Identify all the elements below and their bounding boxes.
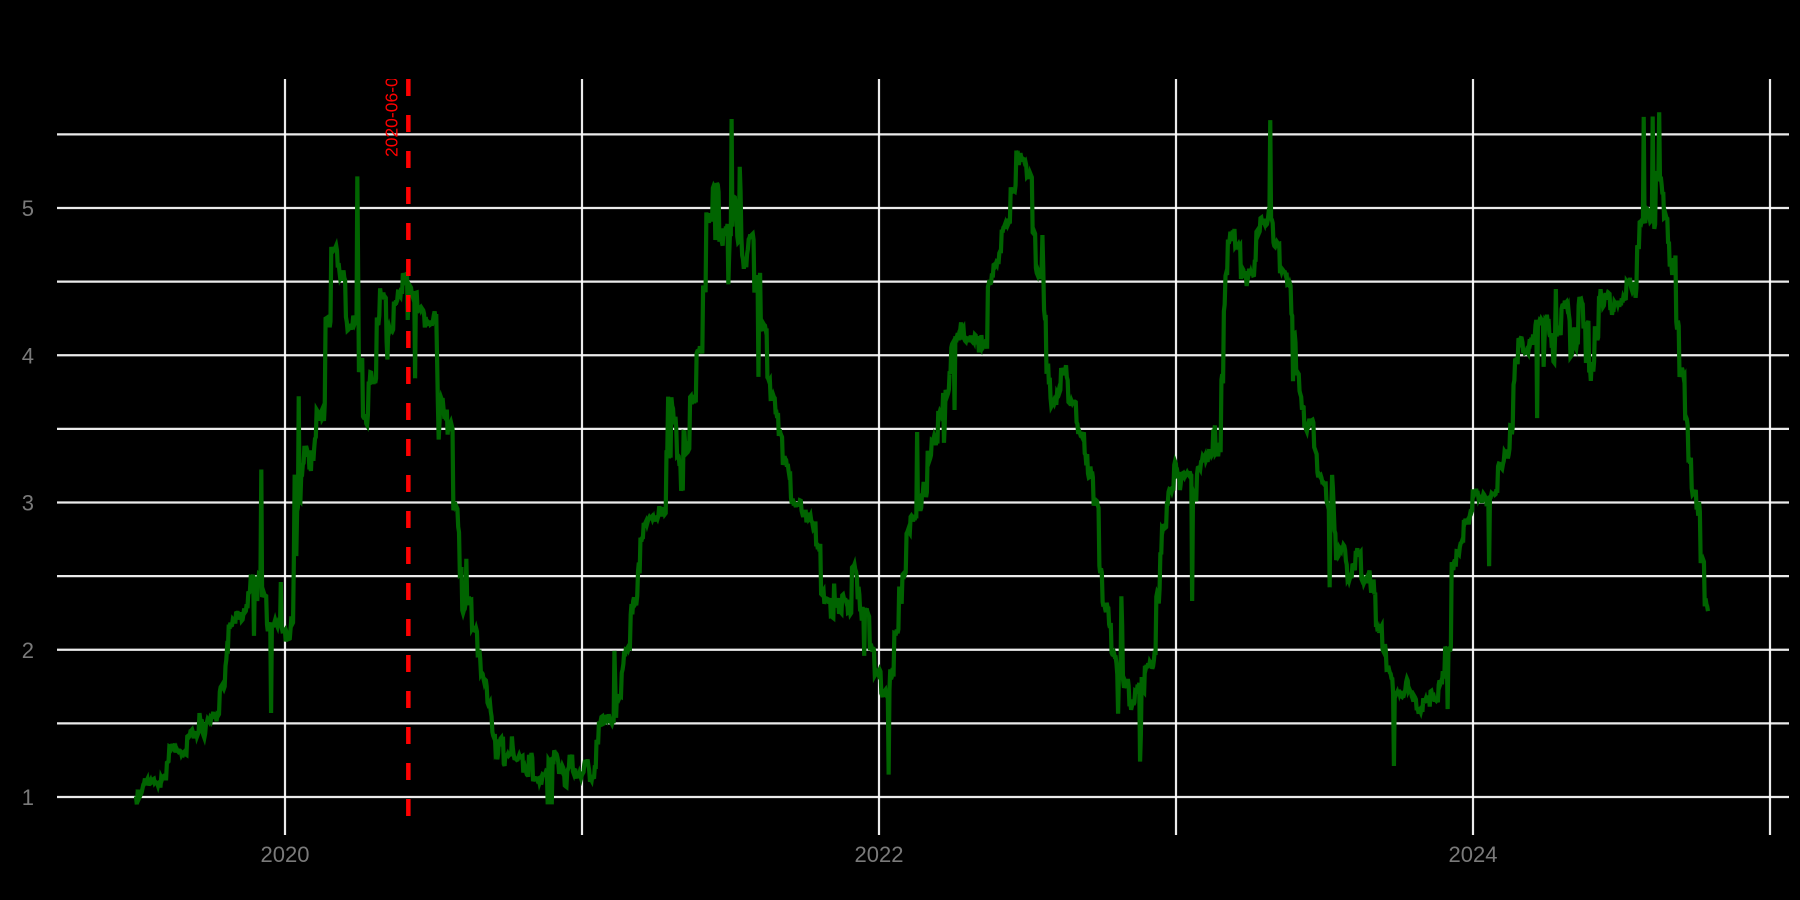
svg-text:1: 1: [22, 785, 34, 810]
svg-text:2020-06-01: 2020-06-01: [381, 67, 401, 157]
svg-text:2: 2: [22, 638, 34, 663]
svg-text:2024: 2024: [1449, 842, 1498, 867]
svg-text:2020: 2020: [261, 842, 310, 867]
svg-text:3: 3: [22, 491, 34, 516]
svg-text:5: 5: [22, 196, 34, 221]
svg-text:2022: 2022: [855, 842, 904, 867]
svg-text:4: 4: [22, 343, 34, 368]
